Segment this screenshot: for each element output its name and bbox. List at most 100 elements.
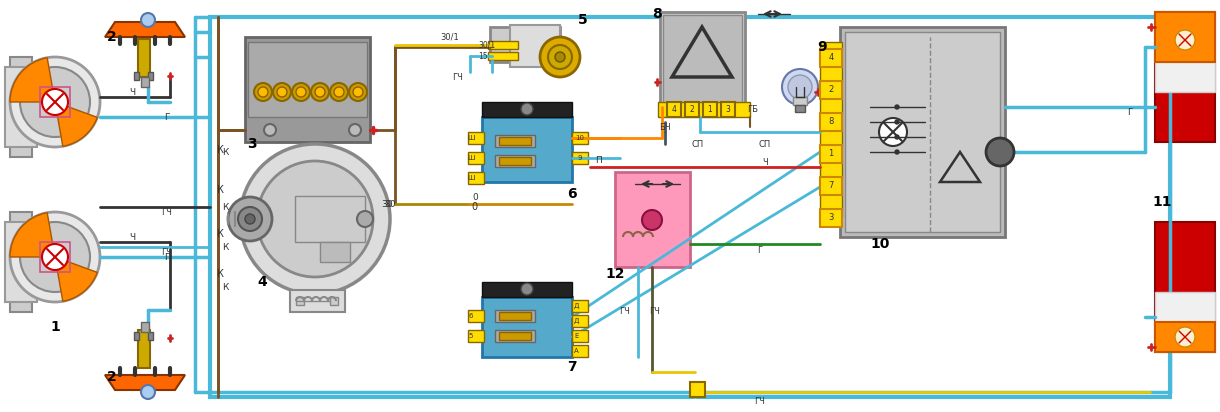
Bar <box>468 132 484 144</box>
Circle shape <box>521 283 533 295</box>
Bar <box>142 77 149 87</box>
Bar <box>572 330 588 342</box>
Circle shape <box>142 385 155 399</box>
Bar <box>134 72 139 80</box>
Text: П: П <box>594 155 601 164</box>
Bar <box>499 312 531 320</box>
Text: Ч: Ч <box>129 87 135 96</box>
Bar <box>40 87 70 117</box>
Text: 7: 7 <box>567 360 577 374</box>
Bar <box>691 382 705 397</box>
Bar <box>572 132 588 144</box>
Circle shape <box>41 89 68 115</box>
Wedge shape <box>10 213 55 257</box>
Text: 30/1: 30/1 <box>440 33 460 42</box>
Circle shape <box>1175 30 1196 50</box>
Text: 5: 5 <box>468 333 473 339</box>
Bar <box>482 282 572 297</box>
Circle shape <box>548 45 572 69</box>
Text: 2: 2 <box>689 105 694 113</box>
Circle shape <box>353 87 364 97</box>
Bar <box>820 209 842 227</box>
Text: ГЧ: ГЧ <box>453 73 464 82</box>
Bar <box>134 332 139 340</box>
Bar <box>820 42 842 217</box>
Text: 2: 2 <box>107 370 117 384</box>
Bar <box>1155 322 1215 352</box>
Text: 0: 0 <box>471 202 477 212</box>
Bar <box>468 310 484 322</box>
Bar <box>795 105 805 112</box>
Polygon shape <box>105 375 185 390</box>
Text: ГЧ: ГЧ <box>161 248 172 257</box>
Text: 30: 30 <box>381 199 393 208</box>
Bar <box>5 222 37 302</box>
Text: Ч: Ч <box>762 157 767 166</box>
Text: 3: 3 <box>828 213 833 222</box>
Bar <box>482 297 572 357</box>
Text: 30: 30 <box>384 199 395 208</box>
Bar <box>499 332 531 340</box>
Bar <box>495 310 536 322</box>
Bar <box>572 315 588 327</box>
Text: 12: 12 <box>605 267 625 281</box>
Bar <box>148 332 152 340</box>
Text: БЧ: БЧ <box>659 122 671 131</box>
Circle shape <box>264 124 276 136</box>
Text: Г: Г <box>165 253 170 262</box>
Circle shape <box>878 118 906 146</box>
Text: 4: 4 <box>671 105 676 113</box>
Circle shape <box>555 52 565 62</box>
Bar <box>667 102 681 117</box>
Text: Ч: Ч <box>129 232 135 241</box>
Text: ГЧ: ГЧ <box>649 307 660 316</box>
Circle shape <box>20 67 90 137</box>
Text: 4: 4 <box>828 52 833 61</box>
Bar <box>329 297 338 305</box>
Text: ГБ: ГБ <box>748 105 759 113</box>
Bar <box>721 102 734 117</box>
Bar <box>210 17 1170 397</box>
Bar <box>820 81 842 99</box>
Polygon shape <box>105 22 185 37</box>
Wedge shape <box>55 257 98 301</box>
Bar <box>495 135 536 147</box>
Bar <box>658 102 750 117</box>
Bar <box>662 15 742 104</box>
Bar <box>495 155 536 167</box>
Circle shape <box>292 83 310 101</box>
Bar <box>660 12 745 107</box>
Text: К: К <box>217 269 223 279</box>
Circle shape <box>41 244 68 270</box>
Bar <box>510 25 560 67</box>
Text: 30/1: 30/1 <box>478 40 495 49</box>
Circle shape <box>311 83 329 101</box>
Text: К: К <box>217 185 223 195</box>
Bar <box>138 39 150 77</box>
Text: 0: 0 <box>472 192 478 201</box>
Bar <box>499 157 531 165</box>
Text: 10: 10 <box>576 135 584 141</box>
Text: 2: 2 <box>107 30 117 44</box>
Text: Д: Д <box>573 303 580 309</box>
Circle shape <box>257 161 373 277</box>
Bar <box>468 152 484 164</box>
Text: Ш: Ш <box>467 175 475 181</box>
Circle shape <box>142 13 155 27</box>
Circle shape <box>257 87 268 97</box>
Bar <box>1155 62 1215 92</box>
Text: 1: 1 <box>828 148 833 157</box>
Text: Е: Е <box>573 333 578 339</box>
Bar <box>295 196 365 242</box>
Text: 15: 15 <box>478 52 488 61</box>
Bar <box>488 52 518 60</box>
Circle shape <box>329 83 348 101</box>
Bar <box>1155 292 1215 322</box>
Bar <box>10 57 32 157</box>
Text: ГЧ: ГЧ <box>620 307 631 316</box>
Bar <box>142 322 149 332</box>
Circle shape <box>20 222 90 292</box>
Text: Ш: Ш <box>467 155 475 161</box>
Bar <box>841 27 1005 237</box>
Circle shape <box>1175 327 1196 347</box>
